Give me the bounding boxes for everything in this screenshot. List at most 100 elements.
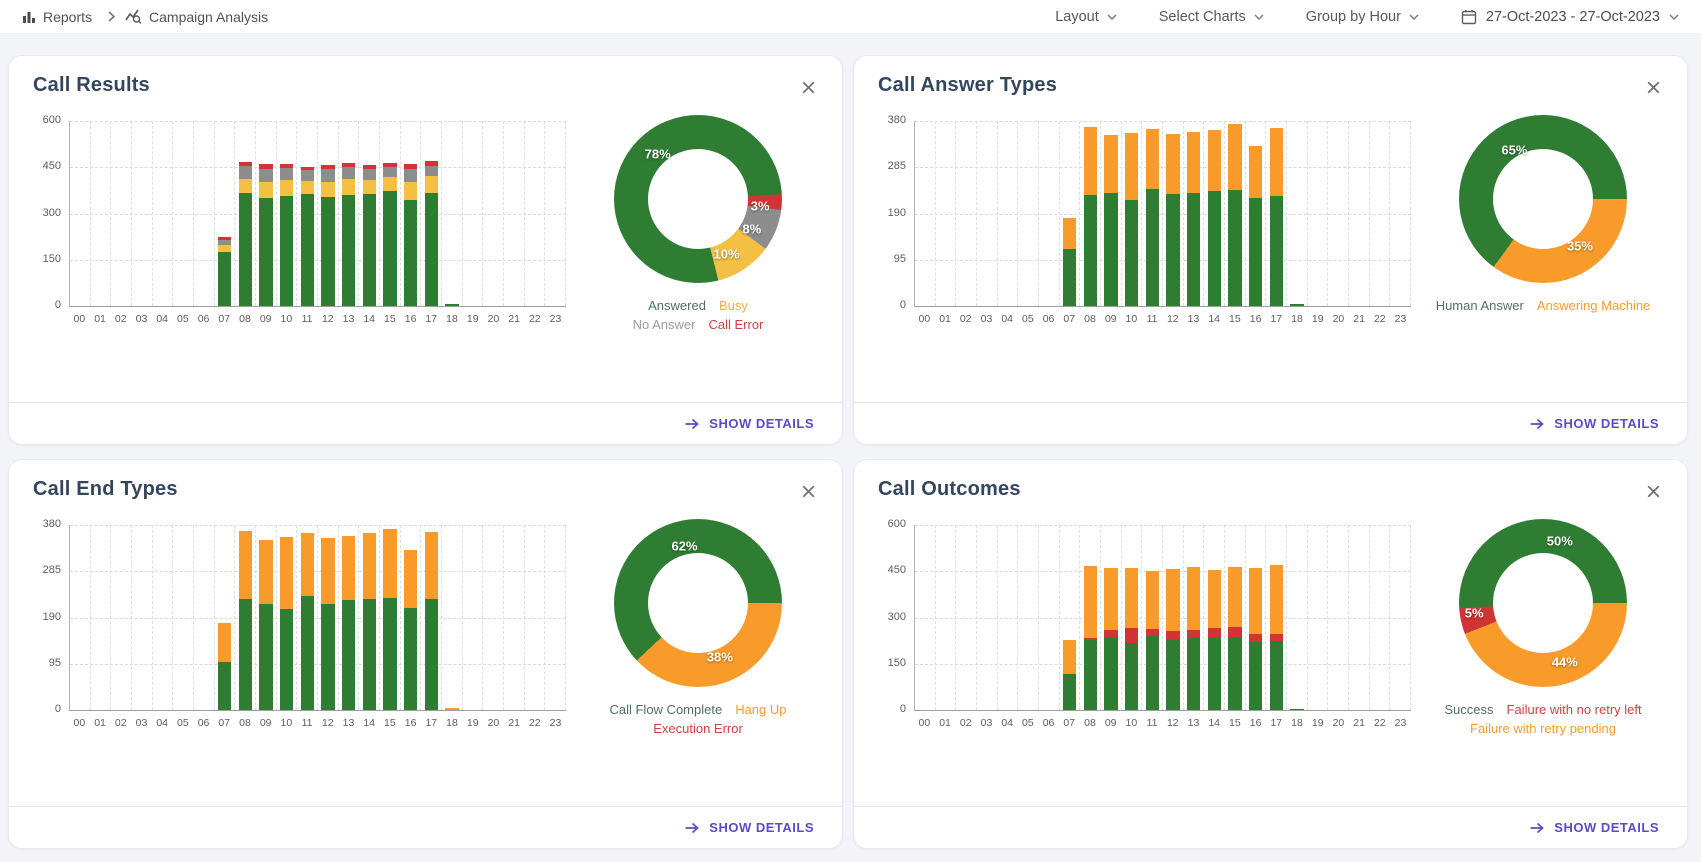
bar-segment (1104, 567, 1118, 630)
hour-column (401, 121, 422, 306)
close-button[interactable] (1640, 74, 1667, 101)
bar-segment (1248, 198, 1263, 306)
x-axis-label: 20 (1332, 313, 1345, 325)
x-axis-label: 08 (1084, 313, 1096, 325)
x-axis-label: 03 (135, 717, 148, 729)
hour-column (525, 525, 546, 710)
breadcrumb: Reports Campaign Analysis (16, 8, 268, 26)
x-axis-label: 09 (259, 313, 272, 325)
hour-column (1225, 525, 1246, 710)
donut-chart: 62% 38% Call Flow Complete Hang Up Execution… (570, 511, 826, 806)
stacked-bar (156, 121, 169, 306)
stacked-bar (549, 525, 562, 710)
chart-legend: Success Failure with no retry left Failure… (1415, 702, 1671, 736)
show-details-button[interactable]: SHOW DETAILS (678, 415, 820, 432)
x-axis-label: 14 (1208, 313, 1221, 325)
stacked-bar (197, 121, 210, 306)
stacked-bar (1062, 525, 1077, 710)
bar-segment (300, 170, 314, 182)
x-axis-label: 15 (1229, 313, 1241, 325)
topbar: Reports Campaign Analysis Layout Select … (0, 0, 1701, 34)
bar-segment (1062, 248, 1077, 306)
show-details-button[interactable]: SHOW DETAILS (1523, 819, 1665, 836)
close-button[interactable] (1640, 478, 1667, 505)
hour-column (1204, 525, 1226, 710)
show-details-button[interactable]: SHOW DETAILS (1523, 415, 1665, 432)
hour-column (235, 525, 257, 710)
date-range-picker[interactable]: 27-Oct-2023 - 27-Oct-2023 (1455, 8, 1685, 26)
bar-segment (300, 166, 314, 171)
bar-segment (321, 197, 335, 306)
y-axis-label: 380 (42, 518, 61, 530)
show-details-label: SHOW DETAILS (1554, 416, 1659, 431)
hour-column (1328, 121, 1350, 306)
y-axis-label: 0 (899, 703, 906, 715)
close-button[interactable] (795, 478, 822, 505)
bar-segment (1166, 639, 1180, 710)
stacked-bar (383, 525, 397, 710)
stacked-bar (177, 121, 190, 306)
breadcrumb-reports[interactable]: Reports (16, 8, 98, 26)
bar-segment (341, 535, 356, 600)
breadcrumb-reports-label: Reports (43, 8, 93, 25)
x-axis-label: 12 (321, 717, 334, 729)
bar-segment (341, 178, 356, 195)
close-button[interactable] (795, 74, 822, 101)
stacked-bar (1042, 525, 1055, 710)
bar-segment (217, 245, 232, 253)
hour-column (153, 121, 174, 306)
x-axis-label: 07 (218, 313, 231, 325)
hour-column (1308, 121, 1329, 306)
x-axis-label: 23 (1394, 717, 1407, 729)
x-axis-label: 14 (363, 313, 376, 325)
stacked-bar (1311, 121, 1324, 306)
show-details-button[interactable]: SHOW DETAILS (678, 819, 820, 836)
layout-dropdown[interactable]: Layout (1049, 8, 1123, 26)
x-axis-label: 10 (1125, 717, 1138, 729)
stacked-bar (549, 121, 562, 306)
hour-column (91, 525, 112, 710)
hour-column (111, 121, 133, 306)
campaign-analysis-icon (125, 9, 142, 24)
bar-chart-icon (23, 11, 35, 23)
donut-hole (1493, 149, 1593, 249)
group-by-dropdown[interactable]: Group by Hour (1300, 8, 1425, 26)
hour-column (1039, 121, 1060, 306)
hour-column (173, 121, 195, 306)
legend-item: Answering Machine (1536, 298, 1651, 313)
hour-column (318, 525, 339, 710)
x-axis-label: 00 (73, 313, 86, 325)
x-axis-label: 07 (1063, 717, 1076, 729)
select-charts-dropdown[interactable]: Select Charts (1153, 8, 1270, 26)
bar-segment (424, 166, 438, 176)
donut-percentage-label: 8% (742, 221, 762, 237)
hour-column (525, 121, 546, 306)
bar-segment (1124, 199, 1139, 306)
hour-column (915, 121, 936, 306)
bar-segment (1207, 628, 1221, 638)
x-axis-label: 13 (1187, 313, 1200, 325)
hour-column (1204, 121, 1226, 306)
stacked-bar (300, 525, 314, 710)
bar-segment (1228, 124, 1242, 190)
panel-call-answer-types: Call Answer Types 380 285 190 95 0 00 01 02 03 04 0… (853, 55, 1688, 445)
stacked-bar (1373, 121, 1386, 306)
bar-segment (403, 164, 418, 169)
bar-segment (424, 193, 438, 306)
bar-chart-plot: 380 285 190 95 0 (888, 114, 1412, 311)
select-charts-dropdown-label: Select Charts (1158, 8, 1246, 25)
y-axis-label: 450 (887, 564, 906, 577)
stacked-bar (1248, 525, 1263, 710)
stacked-bar (507, 121, 520, 306)
bar-segment (1228, 189, 1242, 306)
breadcrumb-current-label: Campaign Analysis (149, 8, 269, 25)
stacked-bar (403, 121, 418, 306)
panel-title: Call Outcomes (878, 478, 1021, 500)
bar-segment (1186, 131, 1201, 193)
stacked-bar (197, 525, 210, 710)
x-axis-label: 17 (1270, 313, 1283, 325)
x-axis-label: 01 (94, 313, 106, 325)
hour-column (545, 121, 567, 306)
x-axis-label: 05 (1022, 717, 1034, 729)
donut-chart: 50% 5% 44% Success Failure with no retry lef… (1415, 511, 1671, 806)
